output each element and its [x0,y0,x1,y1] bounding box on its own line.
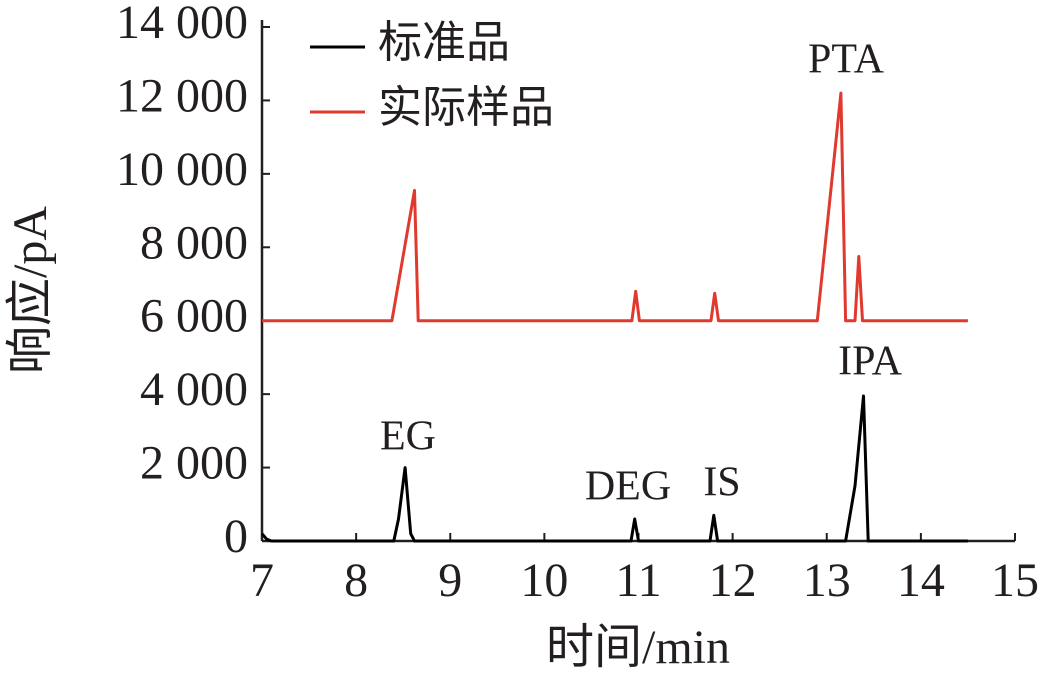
y-tick-label: 0 [224,510,248,563]
x-tick-label: 15 [991,554,1039,607]
y-axis-label: 响应/pA [4,206,57,374]
y-tick-label: 10 000 [116,143,248,196]
x-tick-label: 9 [438,554,462,607]
legend-label: 实际样品 [378,83,554,132]
series-line [262,91,968,323]
y-tick-label: 4 000 [140,363,248,416]
peak-label: IPA [838,339,902,385]
x-tick-label: 14 [897,554,945,607]
legend-label: 标准品 [378,18,510,67]
x-tick-label: 10 [520,554,568,607]
y-tick-label: 12 000 [116,69,248,122]
y-tick-label: 6 000 [140,290,248,343]
x-tick-label: 8 [344,554,368,607]
x-tick-label: 11 [615,554,661,607]
peak-label: IS [703,460,740,506]
y-tick-label: 2 000 [140,437,248,490]
peak-label: PTA [808,37,885,83]
x-axis-label: 时间/min [546,621,730,674]
y-tick-label: 14 000 [116,0,248,49]
peak-label: DEG [585,464,671,510]
y-tick-label: 8 000 [140,216,248,269]
x-tick-label: 13 [803,554,851,607]
peak-label: EG [380,414,436,460]
series-line [260,394,968,543]
x-tick-label: 12 [709,554,757,607]
x-tick-label: 7 [250,554,274,607]
